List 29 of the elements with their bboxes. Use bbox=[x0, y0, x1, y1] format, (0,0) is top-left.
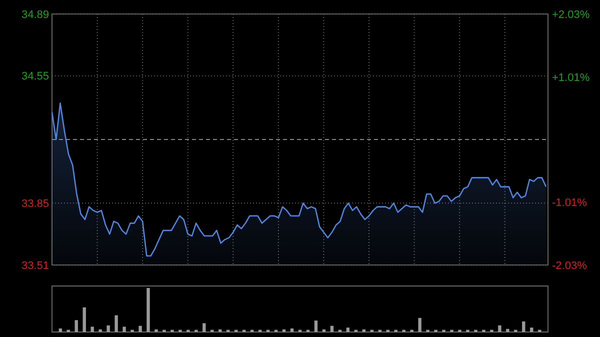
y-tick-label: 33.85 bbox=[21, 198, 49, 210]
y2-tick-label: -2.03% bbox=[552, 260, 588, 272]
bar bbox=[146, 288, 150, 332]
bar bbox=[98, 329, 102, 332]
y-tick-label: 33.51 bbox=[21, 260, 49, 272]
bar bbox=[530, 328, 534, 332]
bar bbox=[202, 323, 206, 332]
bar bbox=[58, 328, 62, 332]
bar bbox=[122, 326, 126, 332]
y-tick-label: 34.55 bbox=[21, 70, 49, 83]
bar bbox=[114, 315, 118, 332]
bar bbox=[498, 325, 502, 332]
bar bbox=[506, 328, 510, 332]
bar bbox=[74, 320, 78, 332]
bar bbox=[154, 329, 158, 332]
bar bbox=[314, 320, 318, 332]
y-tick-label: 34.89 bbox=[21, 8, 49, 21]
bar bbox=[82, 307, 86, 332]
bar bbox=[138, 326, 142, 332]
bar bbox=[290, 328, 294, 332]
bar bbox=[522, 321, 526, 332]
bar bbox=[90, 326, 94, 332]
y2-tick-label: -1.01% bbox=[552, 196, 588, 209]
bar bbox=[106, 325, 110, 332]
bar bbox=[418, 318, 422, 332]
bar bbox=[330, 326, 334, 332]
y2-tick-label: +1.01% bbox=[552, 72, 590, 84]
bar bbox=[346, 328, 350, 332]
y2-tick-label: +2.03% bbox=[552, 8, 590, 21]
